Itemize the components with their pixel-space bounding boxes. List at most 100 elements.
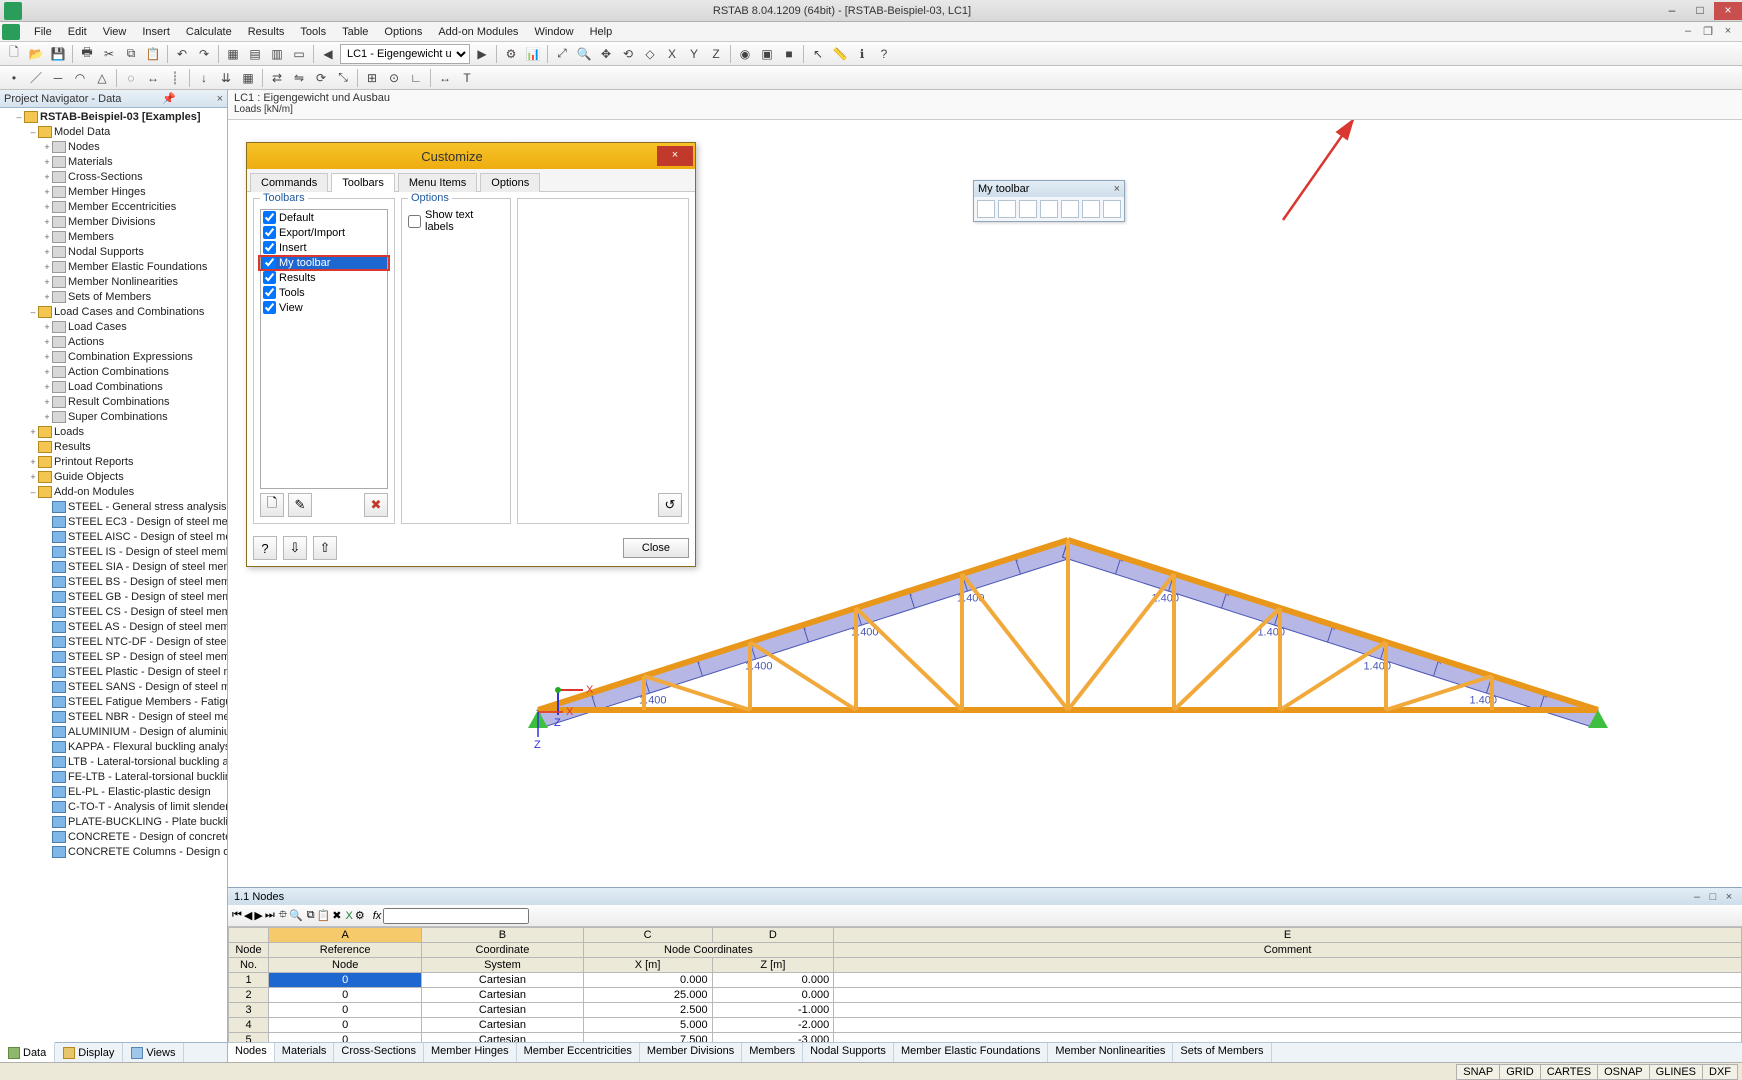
col-E[interactable]: E	[834, 928, 1742, 943]
new-toolbar-button[interactable]: 🗋	[260, 493, 284, 517]
menu-calculate[interactable]: Calculate	[178, 24, 240, 40]
tree-item[interactable]: +Nodal Supports	[42, 245, 227, 260]
navigator-pin-icon[interactable]: 📌	[162, 92, 176, 105]
scale-icon[interactable]: ⤡	[333, 68, 353, 88]
load-member-icon[interactable]: ⇊	[216, 68, 236, 88]
import-button[interactable]: ⇩	[283, 536, 307, 560]
menu-results[interactable]: Results	[240, 24, 293, 40]
load-case-dropdown[interactable]: LC1 - Eigengewicht und Au	[340, 44, 470, 64]
table-tab[interactable]: Members	[742, 1043, 803, 1062]
addon-item[interactable]: STEEL GB - Design of steel membe	[42, 590, 227, 605]
solid-icon[interactable]: ■	[779, 44, 799, 64]
toolbar-list-item[interactable]: Export/Import	[261, 225, 387, 240]
dialog-close-button[interactable]: ×	[657, 146, 693, 166]
status-osnap[interactable]: OSNAP	[1597, 1064, 1650, 1080]
toolbar-list-item[interactable]: Insert	[261, 240, 387, 255]
addon-item[interactable]: CONCRETE - Design of concrete n	[42, 830, 227, 845]
col-B[interactable]: B	[422, 928, 583, 943]
tbl-settings-icon[interactable]: ⚙	[355, 909, 365, 922]
dialog-tab-toolbars[interactable]: Toolbars	[331, 173, 395, 192]
export-button[interactable]: ⇧	[313, 536, 337, 560]
dialog-tab-menu-items[interactable]: Menu Items	[398, 173, 477, 192]
menu-insert[interactable]: Insert	[134, 24, 178, 40]
show-text-labels-checkbox[interactable]: Show text labels	[408, 209, 504, 233]
zoom-window-icon[interactable]: 🔍	[574, 44, 594, 64]
table-tab[interactable]: Sets of Members	[1173, 1043, 1271, 1062]
navigator-close-icon[interactable]: ×	[217, 93, 223, 105]
zoom-extents-icon[interactable]: ⤢	[552, 44, 572, 64]
tree-results[interactable]: Results	[54, 441, 91, 453]
tree-item[interactable]: +Result Combinations	[42, 395, 227, 410]
tree-item[interactable]: +Sets of Members	[42, 290, 227, 305]
float-btn-5[interactable]	[1061, 200, 1079, 218]
render-icon[interactable]: ◉	[735, 44, 755, 64]
iso-view-icon[interactable]: ◇	[640, 44, 660, 64]
model-viewport[interactable]: Customize × Commands Toolbars Menu Items…	[228, 120, 1742, 887]
addon-item[interactable]: STEEL IS - Design of steel member	[42, 545, 227, 560]
tree-item[interactable]: +Member Nonlinearities	[42, 275, 227, 290]
floating-close-icon[interactable]: ×	[1114, 183, 1120, 195]
tbl-last-icon[interactable]: ⏭	[265, 909, 275, 922]
tree-guide[interactable]: Guide Objects	[54, 471, 124, 483]
addon-item[interactable]: STEEL NBR - Design of steel memb	[42, 710, 227, 725]
tbl-prev-icon[interactable]: ◀	[244, 909, 252, 922]
status-glines[interactable]: GLINES	[1649, 1064, 1703, 1080]
mdi-minimize-button[interactable]: –	[1678, 25, 1698, 38]
prev-lc-icon[interactable]: ◀	[318, 44, 338, 64]
status-dxf[interactable]: DXF	[1702, 1064, 1738, 1080]
table-tab[interactable]: Cross-Sections	[334, 1043, 424, 1062]
panel-icon[interactable]: ▥	[267, 44, 287, 64]
menu-window[interactable]: Window	[526, 24, 581, 40]
menu-help[interactable]: Help	[582, 24, 621, 40]
toolbar-list-item[interactable]: View	[261, 300, 387, 315]
addon-item[interactable]: PLATE-BUCKLING - Plate bucklin	[42, 815, 227, 830]
cut-icon[interactable]: ✂	[99, 44, 119, 64]
table-row[interactable]: 30Cartesian2.500-1.000	[229, 1003, 1742, 1018]
tree-lcc[interactable]: Load Cases and Combinations	[54, 306, 204, 318]
float-btn-6[interactable]	[1082, 200, 1100, 218]
addon-item[interactable]: STEEL NTC-DF - Design of steel m	[42, 635, 227, 650]
addon-item[interactable]: CONCRETE Columns - Design of	[42, 845, 227, 860]
help-button[interactable]: ?	[253, 536, 277, 560]
ortho-icon[interactable]: ∟	[406, 68, 426, 88]
addon-item[interactable]: STEEL EC3 - Design of steel memb	[42, 515, 227, 530]
tree-item[interactable]: +Super Combinations	[42, 410, 227, 425]
info-icon[interactable]: ℹ	[852, 44, 872, 64]
tree-item[interactable]: +Member Hinges	[42, 185, 227, 200]
node-icon[interactable]: •	[4, 68, 24, 88]
mirror-icon[interactable]: ⇋	[289, 68, 309, 88]
member-icon[interactable]: ／	[26, 68, 46, 88]
addon-item[interactable]: STEEL Fatigue Members - Fatigue	[42, 695, 227, 710]
tree-item[interactable]: +Actions	[42, 335, 227, 350]
tbl-find-icon[interactable]: 🔍	[289, 909, 303, 922]
tree-item[interactable]: +Load Combinations	[42, 380, 227, 395]
float-btn-7[interactable]	[1103, 200, 1121, 218]
my-toolbar-floating[interactable]: My toolbar×	[973, 180, 1125, 222]
snap-icon[interactable]: ⊙	[384, 68, 404, 88]
addon-item[interactable]: STEEL BS - Design of steel membe	[42, 575, 227, 590]
addon-item[interactable]: STEEL - General stress analysis of s	[42, 500, 227, 515]
table-view-icon[interactable]: ▦	[223, 44, 243, 64]
float-btn-3[interactable]	[1019, 200, 1037, 218]
addon-item[interactable]: STEEL AISC - Design of steel mem	[42, 530, 227, 545]
navigator-tree[interactable]: –RSTAB-Beispiel-03 [Examples] –Model Dat…	[0, 108, 227, 1042]
app-menu-icon[interactable]	[2, 24, 20, 40]
measure-icon[interactable]: 📏	[830, 44, 850, 64]
tbl-next-icon[interactable]: ▶	[254, 909, 262, 922]
grid-icon[interactable]: ⊞	[362, 68, 382, 88]
menu-edit[interactable]: Edit	[60, 24, 95, 40]
addon-item[interactable]: KAPPA - Flexural buckling analysis	[42, 740, 227, 755]
float-btn-2[interactable]	[998, 200, 1016, 218]
tbl-copy-icon[interactable]: ⧉	[307, 909, 315, 922]
rename-toolbar-button[interactable]: ✎	[288, 493, 312, 517]
tree-item[interactable]: +Cross-Sections	[42, 170, 227, 185]
tree-item[interactable]: +Member Elastic Foundations	[42, 260, 227, 275]
tree-root[interactable]: RSTAB-Beispiel-03 [Examples]	[40, 111, 201, 123]
col-C[interactable]: C	[583, 928, 712, 943]
rotate-icon[interactable]: ⟲	[618, 44, 638, 64]
navigator-icon[interactable]: ▤	[245, 44, 265, 64]
next-lc-icon[interactable]: ▶	[472, 44, 492, 64]
tree-loads[interactable]: Loads	[54, 426, 84, 438]
toolbars-list[interactable]: DefaultExport/ImportInsertMy toolbarResu…	[260, 209, 388, 489]
dim-icon[interactable]: ↔	[435, 68, 455, 88]
